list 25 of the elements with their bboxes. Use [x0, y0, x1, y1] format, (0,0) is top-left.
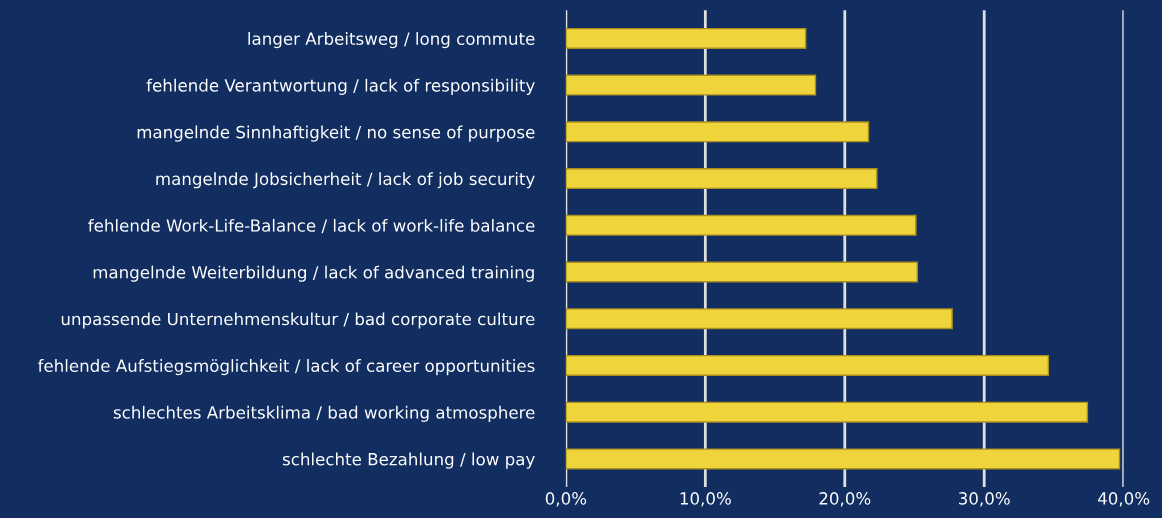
- y-tick-label: mangelnde Sinnhaftigkeit / no sense of purpose: [137, 125, 535, 142]
- y-tick-label: fehlende Verantwortung / lack of responsibility: [146, 78, 535, 95]
- y-tick-label: fehlende Work-Life-Balance / lack of work-life balance: [88, 218, 535, 234]
- x-tick-label: 30,0%: [959, 492, 1010, 507]
- x-tick-label: 20,0%: [819, 492, 871, 507]
- x-tick-label: 10,0%: [680, 492, 731, 507]
- y-tick-label: fehlende Aufstiegsmöglichkeit / lack of career opportunities: [37, 359, 535, 376]
- bar: [565, 354, 1050, 376]
- bar: [565, 401, 1089, 423]
- x-tick-label: 40,0%: [1098, 492, 1150, 507]
- bar: [565, 261, 918, 283]
- bar: [565, 214, 917, 236]
- y-tick-label: schlechte Bezahlung / low pay: [282, 452, 535, 469]
- bar: [565, 121, 870, 143]
- y-tick-label: schlechtes Arbeitsklima / bad working atmosphere: [113, 405, 535, 422]
- y-tick-label: mangelnde Jobsicherheit / lack of job security: [156, 172, 535, 189]
- y-tick-label: unpassende Unternehmenskultur / bad corporate culture: [61, 312, 535, 329]
- y-tick-label: mangelnde Weiterbildung / lack of advanced training: [93, 265, 534, 282]
- bar: [565, 27, 807, 49]
- bar: [565, 74, 817, 96]
- bar: [565, 168, 878, 190]
- y-tick-label: langer Arbeitsweg / long commute: [248, 32, 535, 49]
- x-tick-label: 0,0%: [545, 492, 587, 507]
- bar: [565, 308, 953, 330]
- bar: [565, 448, 1121, 470]
